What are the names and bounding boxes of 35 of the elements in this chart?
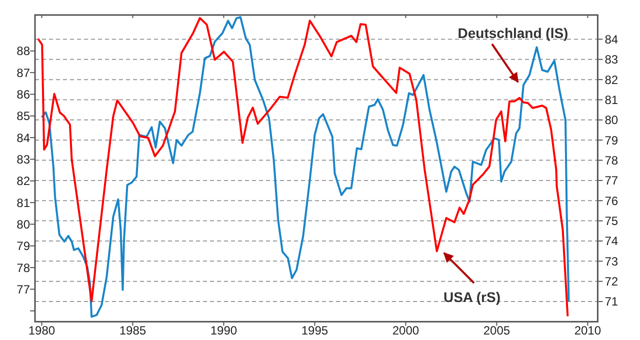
y-tick-label: 86 <box>16 87 30 102</box>
y2-tick-label: 79 <box>604 133 618 148</box>
y2-tick-label: 82 <box>604 72 618 87</box>
y2-tick-label: 78 <box>604 153 618 168</box>
y2-tick-label: 73 <box>604 254 618 268</box>
y-tick-label: 79 <box>16 239 30 254</box>
y-tick-label: 77 <box>16 282 30 296</box>
y-tick-label: 78 <box>16 260 30 275</box>
y-tick-label: 87 <box>16 66 30 80</box>
y2-tick-label: 74 <box>604 234 618 248</box>
y-tick-label: 81 <box>16 196 30 210</box>
x-tick-label: 2005 <box>483 324 510 338</box>
y-tick-label: 82 <box>16 174 30 188</box>
y2-tick-label: 80 <box>604 113 618 128</box>
x-tick-label: 1980 <box>28 324 56 338</box>
x-tick-label: 1990 <box>210 324 238 338</box>
annotation: USA (rS) <box>443 289 501 305</box>
y-tick-label: 80 <box>16 217 30 232</box>
y2-tick-label: 81 <box>604 92 618 107</box>
y2-tick-label: 76 <box>604 194 618 208</box>
y-tick-label: 85 <box>16 109 30 124</box>
y-tick-label: 88 <box>16 44 30 58</box>
y2-tick-label: 83 <box>604 52 618 67</box>
annotation: Deutschland (lS) <box>458 25 568 41</box>
x-tick-label: 2010 <box>574 324 602 338</box>
y2-tick-label: 75 <box>604 214 618 228</box>
y2-tick-label: 77 <box>604 174 618 188</box>
x-tick-label: 1995 <box>301 324 328 338</box>
y2-tick-label: 84 <box>604 32 618 46</box>
y-tick-label: 84 <box>16 130 30 145</box>
y2-tick-label: 71 <box>604 294 618 309</box>
y-tick-label: 83 <box>16 152 30 166</box>
x-tick-label: 1985 <box>119 324 146 338</box>
y2-tick-label: 72 <box>604 274 618 289</box>
x-tick-label: 2000 <box>392 324 420 338</box>
